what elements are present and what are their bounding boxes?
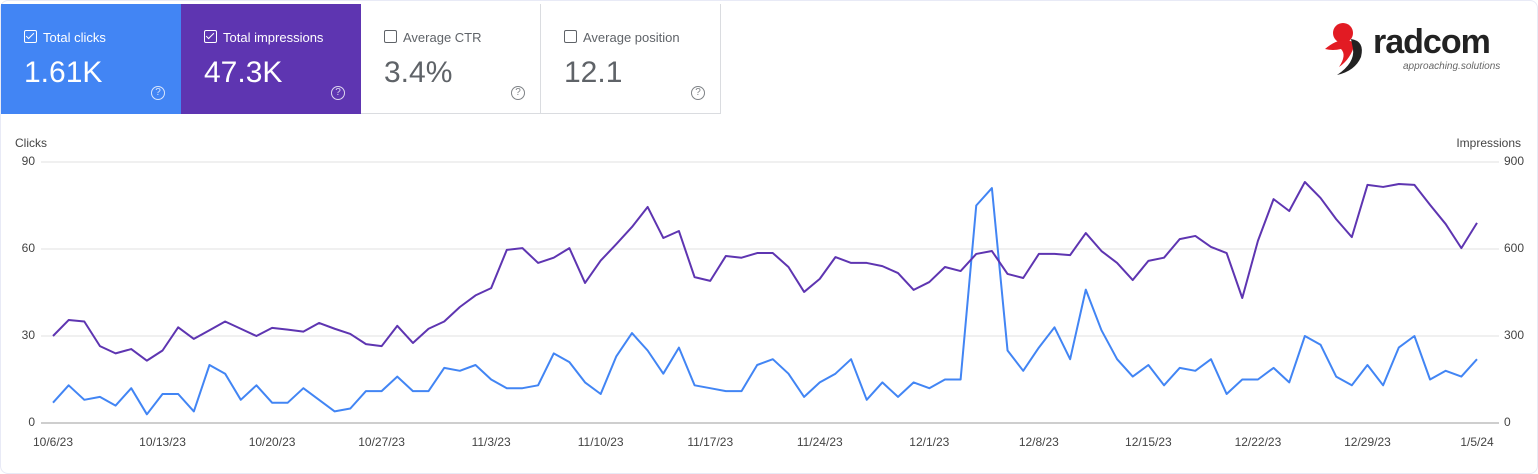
metric-value: 47.3K xyxy=(204,56,283,89)
metric-value: 12.1 xyxy=(564,56,623,89)
x-tick-label: 10/6/23 xyxy=(33,435,73,449)
checkbox xyxy=(24,30,37,43)
y-axis-label: Clicks xyxy=(15,136,47,150)
y-tick-label: 0 xyxy=(28,415,35,429)
metric-card[interactable]: Average CTR 3.4%? xyxy=(361,4,541,114)
metric-label: Total clicks xyxy=(43,30,106,45)
metric-label: Average position xyxy=(583,30,680,45)
checkbox xyxy=(204,30,217,43)
help-icon: ? xyxy=(511,86,525,100)
x-tick-label: 12/22/23 xyxy=(1235,435,1282,449)
checkbox xyxy=(564,30,577,43)
x-tick-label: 12/8/23 xyxy=(1019,435,1059,449)
help-icon: ? xyxy=(691,86,705,100)
logo: radcom approaching.solutions xyxy=(1321,19,1511,79)
y-tick-label: 60 xyxy=(22,241,36,255)
x-tick-label: 12/29/23 xyxy=(1344,435,1391,449)
checkbox xyxy=(384,30,397,43)
y2-tick-label: 900 xyxy=(1504,154,1524,168)
data-line xyxy=(52,181,1478,362)
metric-value: 1.61K xyxy=(24,56,103,89)
x-tick-label: 10/13/23 xyxy=(139,435,186,449)
metric-card[interactable]: Average position 12.1? xyxy=(541,4,721,114)
y2-tick-label: 0 xyxy=(1504,415,1511,429)
x-tick-label: 10/27/23 xyxy=(358,435,405,449)
logo-name: radcom xyxy=(1373,23,1491,61)
metric-value: 3.4% xyxy=(384,56,453,89)
y2-axis-label: Impressions xyxy=(1456,136,1521,150)
metric-label: Average CTR xyxy=(403,30,482,45)
x-tick-label: 11/10/23 xyxy=(578,435,624,449)
x-tick-label: 10/20/23 xyxy=(249,435,296,449)
help-icon: ? xyxy=(151,86,165,100)
x-tick-label: 1/5/24 xyxy=(1460,435,1494,449)
x-tick-label: 12/1/23 xyxy=(909,435,949,449)
x-tick-label: 12/15/23 xyxy=(1125,435,1172,449)
y-tick-label: 30 xyxy=(22,328,36,342)
metric-label: Total impressions xyxy=(223,30,324,45)
x-tick-label: 11/24/23 xyxy=(797,435,843,449)
data-line xyxy=(52,187,1478,416)
help-icon: ? xyxy=(331,86,345,100)
x-tick-label: 11/17/23 xyxy=(687,435,733,449)
metric-card[interactable]: Total clicks 1.61K? xyxy=(1,4,181,114)
x-tick-label: 11/3/23 xyxy=(472,435,511,449)
logo-tagline: approaching.solutions xyxy=(1403,61,1501,72)
metric-card[interactable]: Total impressions 47.3K? xyxy=(181,4,361,114)
logo-icon xyxy=(1325,23,1362,75)
y2-tick-label: 300 xyxy=(1504,328,1524,342)
y2-tick-label: 600 xyxy=(1504,241,1524,255)
y-tick-label: 90 xyxy=(22,154,36,168)
